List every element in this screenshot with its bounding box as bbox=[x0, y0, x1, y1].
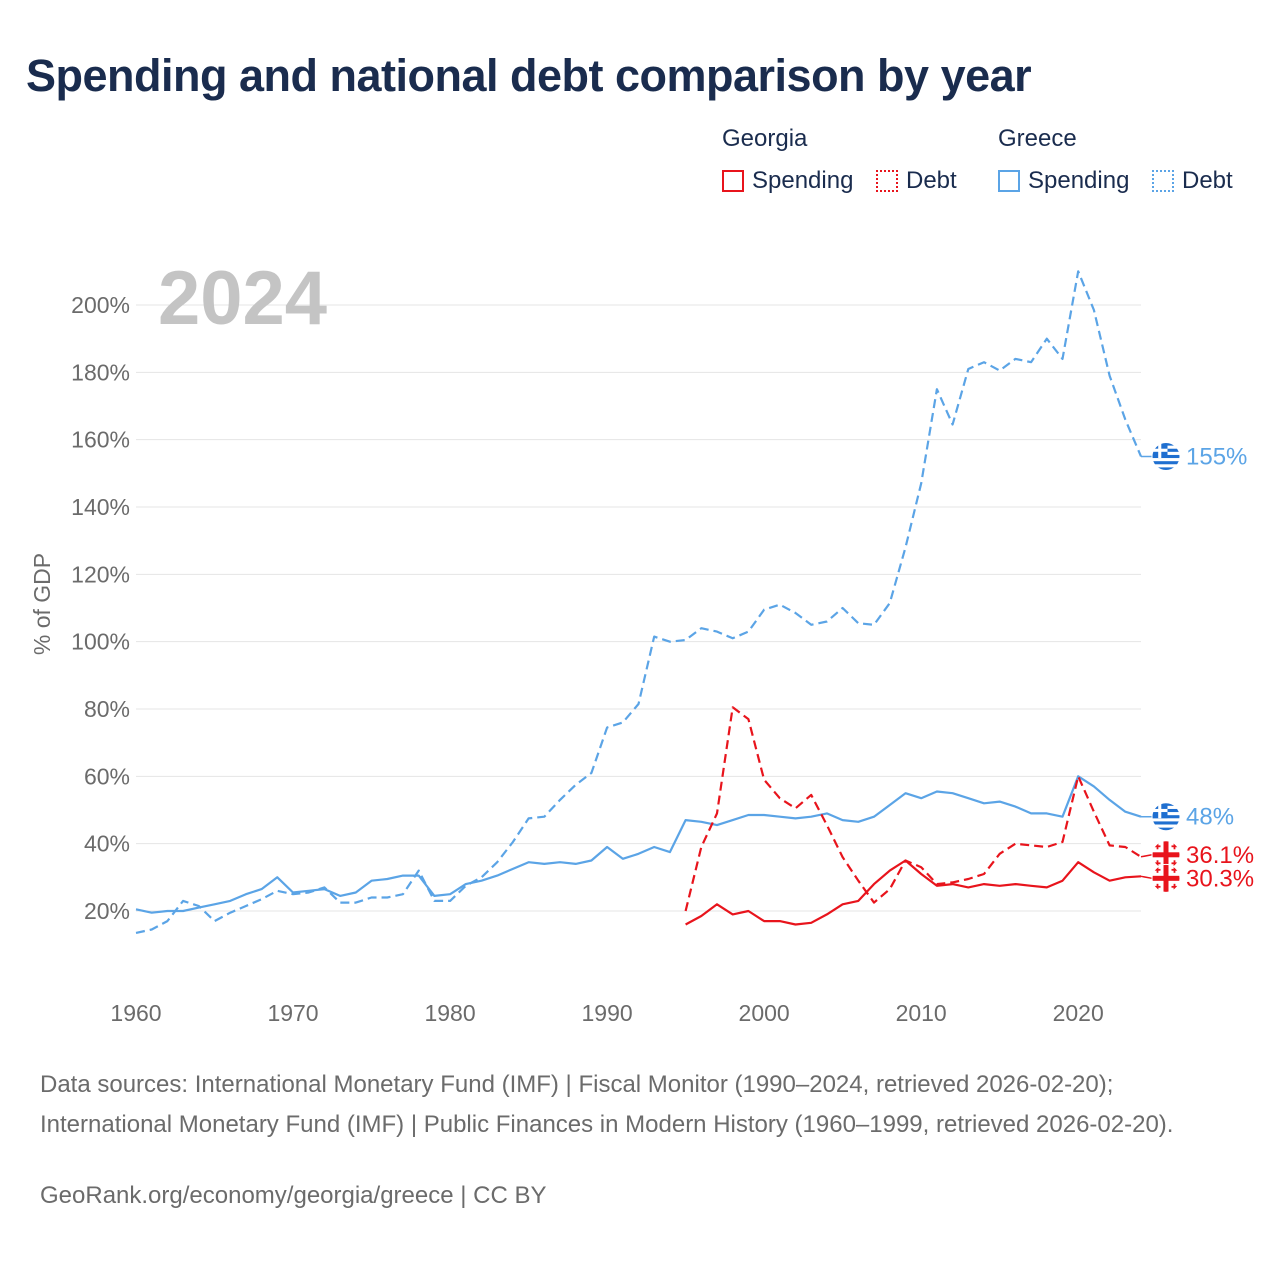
series-line-georgia-spending[interactable] bbox=[685, 859, 1142, 926]
legend-greece-debt[interactable]: Debt bbox=[1152, 167, 1233, 195]
legend-greece-spending[interactable]: Spending bbox=[998, 167, 1129, 195]
greece-flag-icon bbox=[1151, 442, 1181, 471]
legend-georgia-debt[interactable]: Debt bbox=[876, 167, 957, 195]
data-sources: Data sources: International Monetary Fun… bbox=[40, 1071, 1174, 1138]
greece-spending-swatch bbox=[998, 170, 1020, 192]
y-tick-label: 200% bbox=[71, 292, 130, 318]
legend-greece-label: Greece bbox=[998, 125, 1077, 152]
chart-title: Spending and national debt comparison by… bbox=[26, 50, 1032, 101]
x-tick-label: 2020 bbox=[1053, 1000, 1104, 1026]
y-tick-label: 100% bbox=[71, 629, 130, 655]
y-tick-label: 60% bbox=[84, 763, 130, 789]
legend-georgia-spending[interactable]: Spending bbox=[722, 167, 853, 195]
y-axis-label: % of GDP bbox=[29, 553, 55, 655]
legend-greece-debt-label: Debt bbox=[1182, 167, 1233, 194]
credit-link[interactable]: GeoRank.org/economy/georgia/greece | CC … bbox=[40, 1182, 547, 1209]
legend-georgia-debt-label: Debt bbox=[906, 167, 957, 194]
georgia-flag-icon bbox=[1151, 863, 1181, 893]
end-value-label-greece-spending: 48% bbox=[1186, 804, 1234, 831]
y-tick-label: 120% bbox=[71, 561, 130, 587]
legend-greece-spending-label: Spending bbox=[1028, 167, 1130, 194]
y-tick-label: 40% bbox=[84, 831, 130, 857]
legend-georgia-label: Georgia bbox=[722, 125, 808, 152]
x-tick-label: 2010 bbox=[896, 1000, 947, 1026]
series-line-greece-spending[interactable] bbox=[135, 775, 1142, 914]
series-line-georgia-debt[interactable] bbox=[684, 706, 1142, 912]
end-connector bbox=[1140, 875, 1153, 880]
x-tick-label: 1960 bbox=[110, 1000, 161, 1026]
year-watermark: 2024 bbox=[158, 256, 327, 341]
x-tick-label: 1990 bbox=[582, 1000, 633, 1026]
georgia-debt-swatch bbox=[876, 170, 898, 192]
greece-flag-icon bbox=[1151, 802, 1181, 832]
line-chart: 2024 % of GDP 20% 40% 60% 80% 100% 120% 140% 16… bbox=[29, 256, 1254, 1026]
x-tick-label: 1980 bbox=[424, 1000, 475, 1026]
end-value-label-georgia-debt: 36.1% bbox=[1186, 842, 1254, 869]
series-line-greece-debt[interactable] bbox=[135, 270, 1143, 934]
y-tick-label: 180% bbox=[71, 359, 130, 385]
x-tick-label: 1970 bbox=[267, 1000, 318, 1026]
end-connector bbox=[1140, 854, 1153, 858]
georgia-spending-swatch bbox=[722, 170, 744, 192]
greece-debt-swatch bbox=[1152, 170, 1174, 192]
x-tick-label: 2000 bbox=[739, 1000, 790, 1026]
end-value-label-georgia-spending: 30.3% bbox=[1186, 865, 1254, 892]
y-tick-label: 20% bbox=[84, 898, 130, 924]
legend-georgia-spending-label: Spending bbox=[752, 167, 854, 194]
y-tick-label: 80% bbox=[84, 696, 130, 722]
y-tick-label: 140% bbox=[71, 494, 130, 520]
end-value-label-greece-debt: 155% bbox=[1186, 444, 1247, 471]
y-tick-label: 160% bbox=[71, 427, 130, 453]
